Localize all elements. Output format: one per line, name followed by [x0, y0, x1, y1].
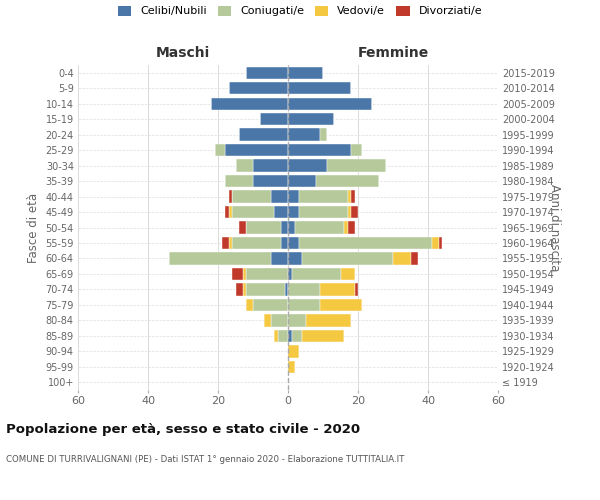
Bar — [299, 237, 431, 249]
Bar — [225, 206, 229, 218]
Bar — [246, 268, 288, 280]
Bar — [288, 113, 334, 126]
Bar — [288, 175, 316, 188]
Bar — [253, 298, 288, 311]
Bar — [351, 206, 358, 218]
Bar — [316, 175, 379, 188]
Bar — [393, 252, 410, 264]
Bar — [351, 190, 355, 202]
Bar — [242, 283, 246, 296]
Bar — [292, 268, 341, 280]
Bar — [274, 206, 288, 218]
Bar — [225, 144, 288, 156]
Bar — [288, 160, 326, 172]
Bar — [215, 144, 225, 156]
Bar — [260, 113, 288, 126]
Bar — [277, 330, 288, 342]
Bar — [320, 298, 361, 311]
Bar — [302, 330, 344, 342]
Bar — [299, 190, 347, 202]
Text: Popolazione per età, sesso e stato civile - 2020: Popolazione per età, sesso e stato civil… — [6, 422, 360, 436]
Bar — [284, 283, 288, 296]
Bar — [288, 268, 292, 280]
Bar — [351, 144, 361, 156]
Bar — [288, 360, 295, 373]
Bar — [288, 330, 292, 342]
Bar — [288, 144, 351, 156]
Y-axis label: Anni di nascita: Anni di nascita — [548, 184, 560, 271]
Bar — [288, 222, 295, 234]
Bar — [232, 206, 274, 218]
Bar — [253, 175, 288, 188]
Bar — [229, 206, 232, 218]
Bar — [246, 298, 253, 311]
Text: Maschi: Maschi — [156, 46, 210, 60]
Bar — [299, 206, 347, 218]
Bar — [439, 237, 442, 249]
Bar — [239, 128, 288, 141]
Text: COMUNE DI TURRIVALIGNANI (PE) - Dati ISTAT 1° gennaio 2020 - Elaborazione TUTTIT: COMUNE DI TURRIVALIGNANI (PE) - Dati IST… — [6, 455, 404, 464]
Bar — [326, 160, 386, 172]
Bar — [221, 237, 229, 249]
Bar — [288, 298, 320, 311]
Bar — [355, 283, 358, 296]
Bar — [288, 82, 351, 94]
Bar — [305, 314, 351, 326]
Bar — [253, 160, 288, 172]
Bar — [246, 222, 281, 234]
Bar — [229, 190, 232, 202]
Bar — [271, 314, 288, 326]
Bar — [281, 237, 288, 249]
Bar — [271, 190, 288, 202]
Bar — [235, 283, 242, 296]
Bar — [347, 222, 355, 234]
Bar — [302, 252, 393, 264]
Bar — [288, 190, 299, 202]
Bar — [288, 345, 299, 358]
Bar — [344, 222, 347, 234]
Bar — [288, 283, 320, 296]
Bar — [239, 222, 246, 234]
Bar — [271, 252, 288, 264]
Bar — [211, 98, 288, 110]
Bar — [292, 330, 302, 342]
Bar — [225, 175, 253, 188]
Bar — [288, 206, 299, 218]
Bar — [232, 268, 242, 280]
Bar — [246, 283, 284, 296]
Bar — [320, 283, 355, 296]
Legend: Celibi/Nubili, Coniugati/e, Vedovi/e, Divorziati/e: Celibi/Nubili, Coniugati/e, Vedovi/e, Di… — [118, 6, 482, 16]
Bar — [246, 66, 288, 79]
Bar — [288, 237, 299, 249]
Bar — [242, 268, 246, 280]
Bar — [263, 314, 271, 326]
Bar — [232, 190, 271, 202]
Bar — [410, 252, 418, 264]
Bar — [347, 206, 351, 218]
Bar — [347, 190, 351, 202]
Bar — [295, 222, 344, 234]
Y-axis label: Fasce di età: Fasce di età — [27, 192, 40, 262]
Bar — [341, 268, 355, 280]
Bar — [274, 330, 277, 342]
Bar — [229, 82, 288, 94]
Bar — [320, 128, 326, 141]
Bar — [281, 222, 288, 234]
Bar — [229, 237, 232, 249]
Bar — [288, 314, 305, 326]
Bar — [288, 128, 320, 141]
Bar — [232, 237, 281, 249]
Bar — [288, 98, 372, 110]
Text: Femmine: Femmine — [358, 46, 428, 60]
Bar — [235, 160, 253, 172]
Bar — [288, 252, 302, 264]
Bar — [431, 237, 439, 249]
Bar — [169, 252, 271, 264]
Bar — [288, 66, 323, 79]
